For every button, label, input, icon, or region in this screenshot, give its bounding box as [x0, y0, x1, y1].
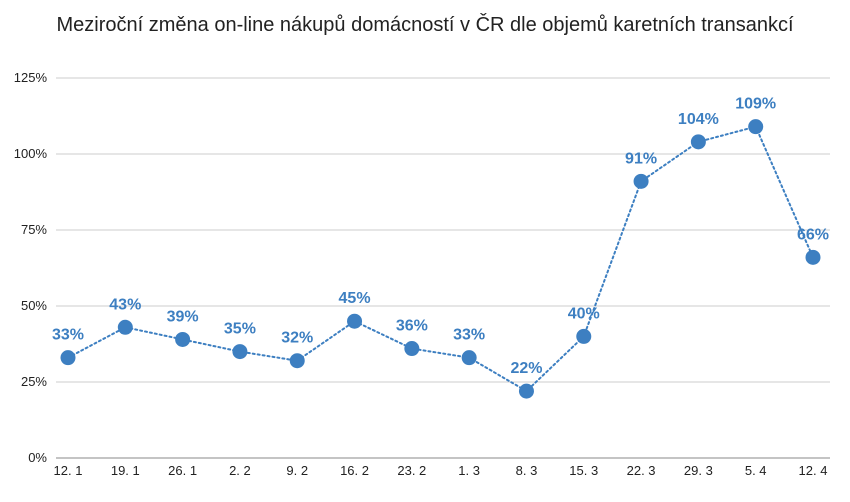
x-tick-label: 26. 1	[168, 463, 197, 478]
chart-title: Meziroční změna on-line nákupů domácnost…	[56, 14, 794, 36]
series-line	[67, 125, 814, 393]
data-point	[404, 341, 420, 357]
data-label: 91%	[625, 150, 657, 167]
data-point	[347, 313, 363, 329]
data-point	[690, 134, 706, 150]
data-label: 66%	[797, 226, 829, 243]
x-tick-label: 8. 3	[516, 463, 538, 478]
data-point	[633, 173, 649, 189]
series	[60, 119, 821, 399]
x-tick-label: 9. 2	[286, 463, 308, 478]
data-label: 40%	[568, 305, 600, 322]
y-tick-label: 0%	[28, 450, 47, 465]
x-tick-label: 19. 1	[111, 463, 140, 478]
data-point	[175, 331, 191, 347]
gridlines	[56, 77, 830, 459]
data-label: 22%	[510, 360, 542, 377]
x-tick-label: 12. 4	[799, 463, 828, 478]
data-label: 109%	[735, 96, 776, 113]
data-label: 36%	[396, 318, 428, 335]
data-label: 104%	[678, 111, 719, 128]
data-point	[576, 328, 592, 344]
data-point	[60, 350, 76, 366]
data-point	[117, 319, 133, 335]
x-tick-label: 29. 3	[684, 463, 713, 478]
x-tick-label: 1. 3	[458, 463, 480, 478]
y-tick-label: 125%	[14, 70, 48, 85]
data-label: 32%	[281, 330, 313, 347]
x-tick-label: 5. 4	[745, 463, 767, 478]
data-label: 39%	[167, 308, 199, 325]
data-labels: 33% 43% 39% 35% 32% 45% 36% 33% 22% 40% 91% 104% 109…	[52, 96, 829, 377]
x-axis-ticks: 12. 1 19. 1 26. 1 2. 2 9. 2 16. 2 23. 2 1. 3 8. …	[54, 463, 828, 478]
data-point	[232, 344, 248, 360]
x-tick-label: 16. 2	[340, 463, 369, 478]
data-point	[289, 353, 305, 369]
x-tick-label: 2. 2	[229, 463, 251, 478]
x-tick-label: 12. 1	[54, 463, 83, 478]
data-point	[518, 383, 534, 399]
y-tick-label: 100%	[14, 146, 48, 161]
data-label: 33%	[453, 327, 485, 344]
data-label: 43%	[109, 296, 141, 313]
data-label: 33%	[52, 327, 84, 344]
data-label: 35%	[224, 321, 256, 338]
data-point	[461, 350, 477, 366]
data-point	[805, 249, 821, 265]
y-tick-label: 50%	[21, 298, 47, 313]
data-point	[748, 119, 764, 135]
x-tick-label: 15. 3	[569, 463, 598, 478]
y-axis-ticks: 0% 25% 50% 75% 100% 125%	[14, 70, 48, 465]
x-tick-label: 23. 2	[397, 463, 426, 478]
x-tick-label: 22. 3	[627, 463, 656, 478]
y-tick-label: 75%	[21, 222, 47, 237]
y-tick-label: 25%	[21, 374, 47, 389]
data-label: 45%	[339, 290, 371, 307]
